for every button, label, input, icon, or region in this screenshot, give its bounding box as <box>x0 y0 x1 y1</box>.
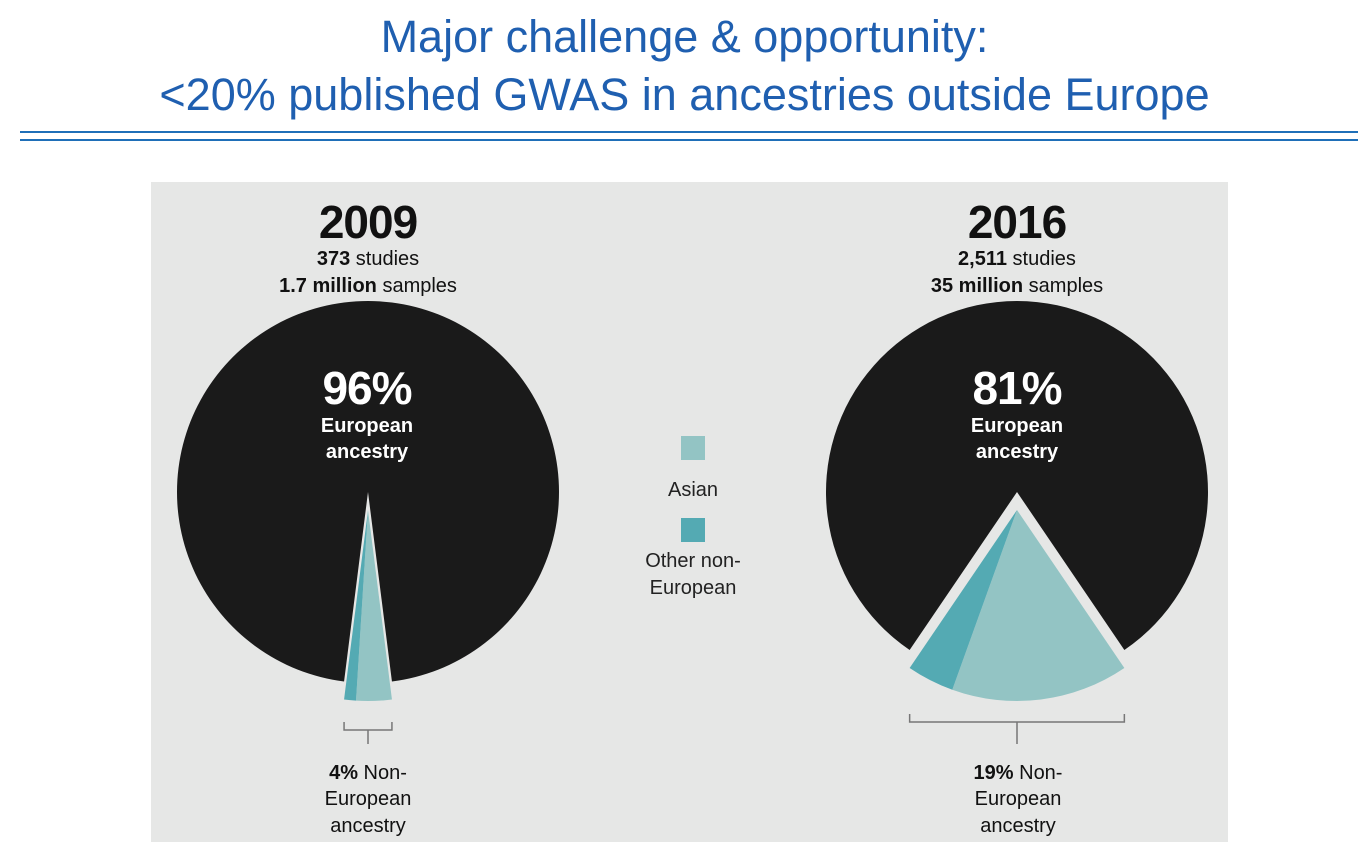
studies-value-2009: 373 <box>316 248 351 270</box>
title-divider-bottom <box>20 139 1358 141</box>
year-2016: 2016 <box>967 196 1067 248</box>
pie-charts-svg <box>177 300 1208 744</box>
legend-other-swatch <box>681 518 705 542</box>
non-eu-line2-2016: European <box>974 788 1062 810</box>
studies-2009: 373 studies <box>208 246 528 273</box>
european-pct-2009: 96% <box>322 362 412 414</box>
non-eu-text-2016: Non- <box>1013 762 1063 784</box>
pie-slice-european-2016 <box>826 300 1208 650</box>
non-eu-bracket-2009 <box>343 722 393 744</box>
legend-other-label-line1: Other non- <box>645 550 741 572</box>
pie-slice-asian-2009 <box>356 510 392 701</box>
legend-asian-swatch <box>681 436 705 460</box>
samples-value-2009: 1.7 million <box>279 275 377 297</box>
european-pct-2016: 81% <box>972 362 1062 414</box>
european-label1-2016: European <box>970 415 1064 437</box>
non-eu-text-2009: Non- <box>358 762 407 784</box>
european-label2-2016: ancestry <box>975 441 1059 463</box>
non-eu-bracket-2016 <box>908 714 1126 744</box>
pie-slice-european-2009 <box>177 300 559 682</box>
non-eu-pct-2016: 19% <box>973 762 1014 784</box>
samples-unit-2016: samples <box>1023 275 1104 297</box>
non-eu-line2-2009: European <box>324 788 412 810</box>
pie-slice-asian-2016 <box>952 510 1125 702</box>
european-label2-2009: ancestry <box>325 441 409 463</box>
non-eu-pct-2009: 4% <box>329 762 358 784</box>
year-2009: 2009 <box>318 196 418 248</box>
studies-2016: 2,511 studies <box>857 246 1177 273</box>
pie-slice-other-non-european-2009 <box>344 510 368 701</box>
non-eu-line3-2009: ancestry <box>330 815 406 837</box>
studies-unit-2016: studies <box>1007 248 1076 270</box>
title-divider-top <box>20 131 1358 133</box>
slide-title-line1: Major challenge & opportunity: <box>380 11 989 62</box>
samples-2016: 35 million samples <box>857 273 1177 300</box>
non-eu-line3-2016: ancestry <box>980 815 1056 837</box>
legend-other-label-line2: European <box>649 577 737 599</box>
samples-2009: 1.7 million samples <box>208 273 528 300</box>
studies-value-2016: 2,511 <box>958 248 1007 270</box>
studies-unit-2009: studies <box>350 248 420 270</box>
samples-unit-2009: samples <box>376 275 457 297</box>
slide-title-line2: <20% published GWAS in ancestries outsid… <box>159 69 1210 120</box>
non-eu-line1-2009: 4% Non- <box>268 760 468 787</box>
non-eu-line1-2016: 19% Non- <box>918 760 1118 787</box>
pie-slice-other-non-european-2016 <box>909 510 1017 690</box>
european-label1-2009: European <box>320 415 414 437</box>
samples-value-2016: 35 million <box>930 275 1024 297</box>
gwas-infographic: 2009 373 studies 1.7 million samples 96%… <box>151 182 1228 842</box>
legend-asian-label: Asian <box>667 479 719 501</box>
